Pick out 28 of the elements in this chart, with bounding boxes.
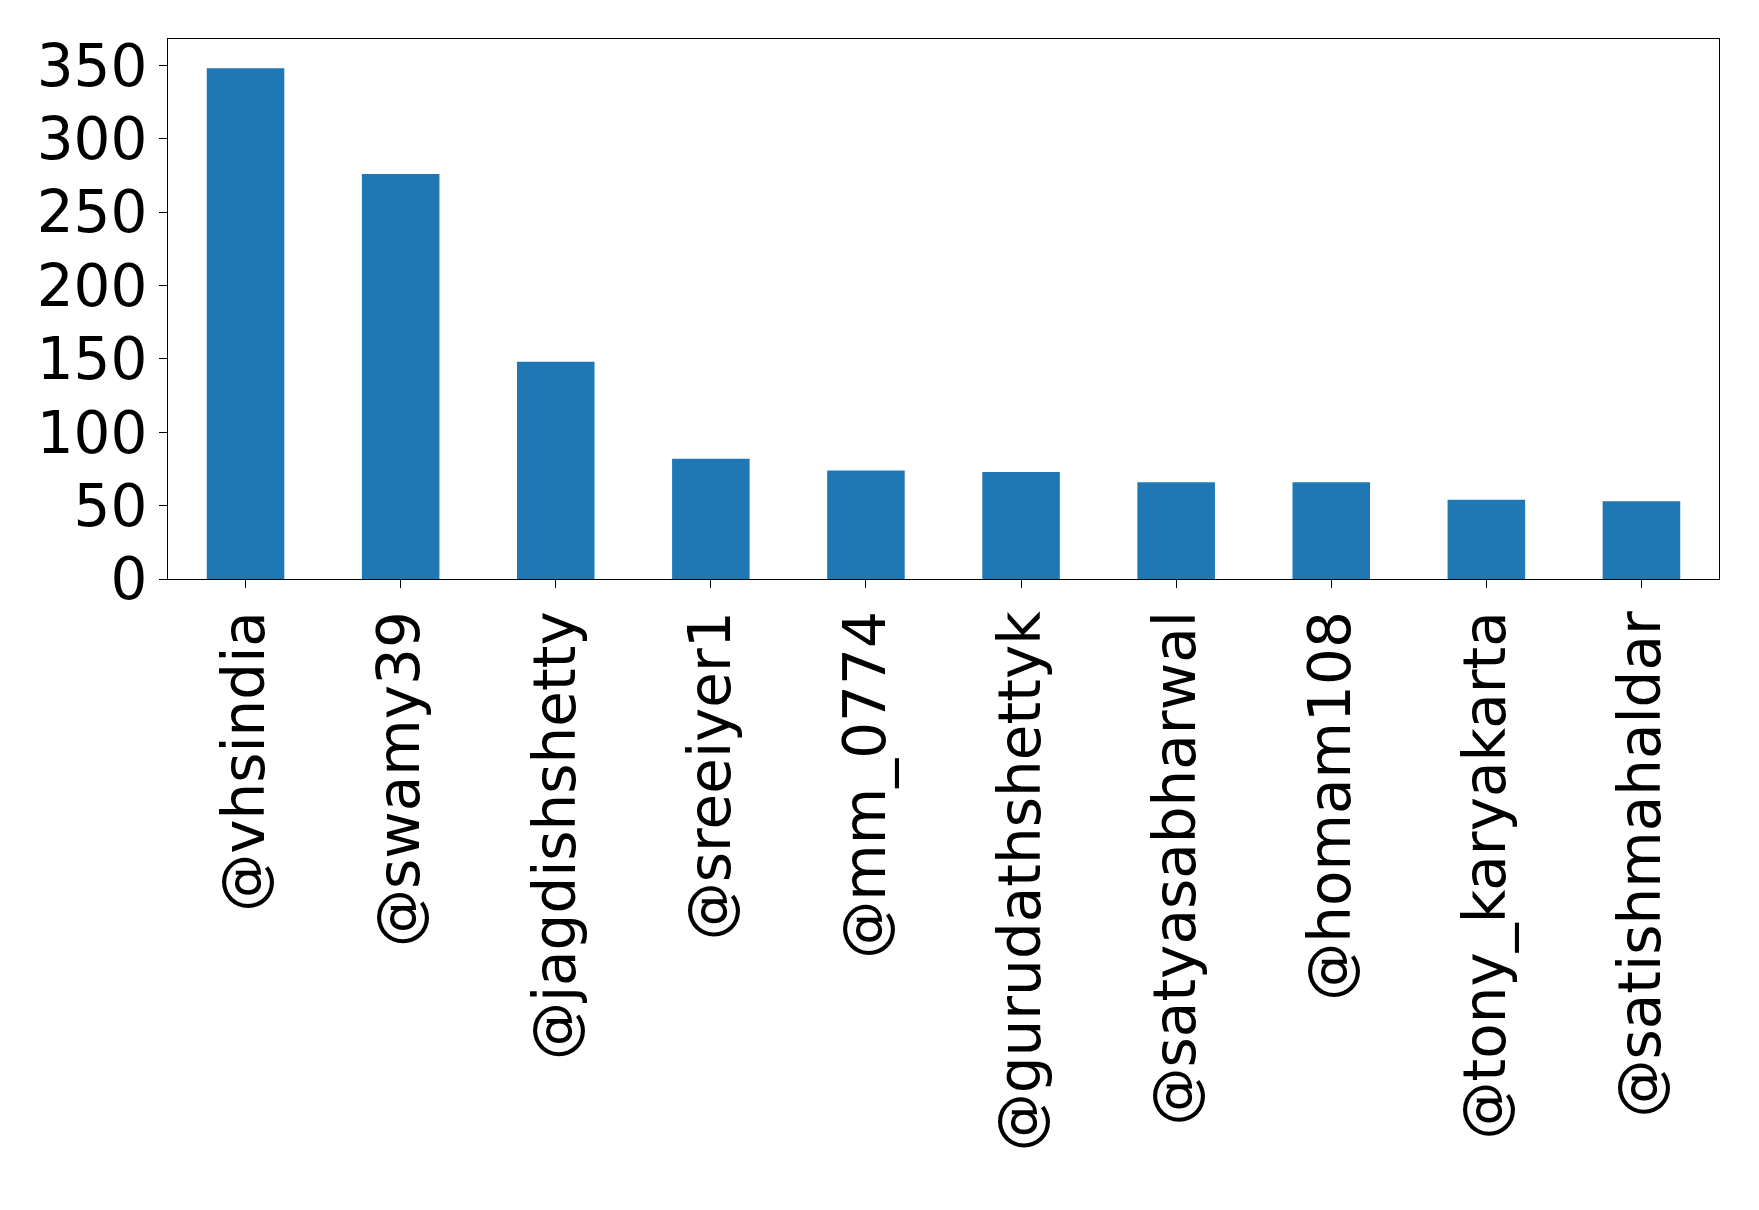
x-tick-label: @mm_0774	[830, 611, 899, 959]
bar	[1602, 501, 1681, 579]
y-tick-label: 0	[110, 545, 148, 614]
bar	[516, 361, 595, 579]
x-tick-label: @sreeiyer1	[675, 611, 744, 941]
y-tick-label: 350	[36, 31, 148, 100]
bar	[672, 458, 750, 579]
bar	[361, 174, 440, 579]
bar	[982, 471, 1060, 579]
y-tick-label: 100	[36, 398, 148, 467]
x-tick-label: @tony_karyakarta	[1451, 611, 1520, 1140]
y-tick-label: 300	[36, 105, 148, 174]
y-tick-label: 200	[36, 251, 148, 320]
x-tick-label: @homam108	[1296, 611, 1365, 1001]
y-tick-label: 50	[73, 471, 148, 540]
bar	[206, 68, 285, 579]
x-tick-label: @jagdishshetty	[520, 611, 589, 1061]
x-tick-label: @vhsindia	[210, 611, 279, 912]
bar	[827, 470, 905, 579]
x-tick-label: @gurudathshettyk	[985, 610, 1054, 1152]
x-tick-label: @satyasabharwal	[1141, 611, 1209, 1126]
bar	[1447, 499, 1526, 579]
bar	[1292, 482, 1371, 579]
x-tick-label: @satishmahaldar	[1606, 611, 1675, 1118]
x-tick-label: @swamy39	[365, 611, 434, 948]
y-tick-label: 250	[36, 178, 148, 247]
bar	[1137, 482, 1215, 579]
y-tick-label: 150	[36, 325, 148, 394]
